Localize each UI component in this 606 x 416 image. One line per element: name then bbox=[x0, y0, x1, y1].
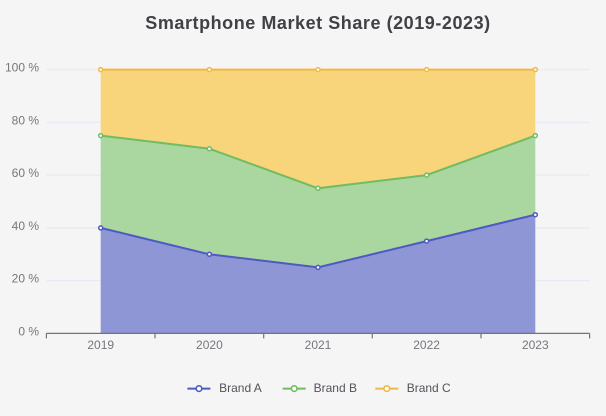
svg-text:100 %: 100 % bbox=[5, 61, 39, 75]
svg-text:Brand A: Brand A bbox=[219, 381, 262, 395]
svg-text:20 %: 20 % bbox=[12, 272, 40, 286]
svg-text:60 %: 60 % bbox=[12, 166, 40, 180]
svg-text:2023: 2023 bbox=[522, 338, 549, 352]
svg-text:0 %: 0 % bbox=[18, 324, 39, 338]
svg-text:2021: 2021 bbox=[305, 338, 332, 352]
svg-text:2022: 2022 bbox=[413, 338, 440, 352]
svg-text:2020: 2020 bbox=[196, 338, 223, 352]
svg-text:Smartphone Market Share (2019-: Smartphone Market Share (2019-2023) bbox=[145, 13, 490, 33]
svg-text:80 %: 80 % bbox=[12, 113, 40, 127]
svg-text:Brand C: Brand C bbox=[407, 381, 451, 395]
svg-text:2019: 2019 bbox=[87, 338, 114, 352]
svg-text:Brand B: Brand B bbox=[314, 381, 357, 395]
svg-text:40 %: 40 % bbox=[12, 219, 40, 233]
